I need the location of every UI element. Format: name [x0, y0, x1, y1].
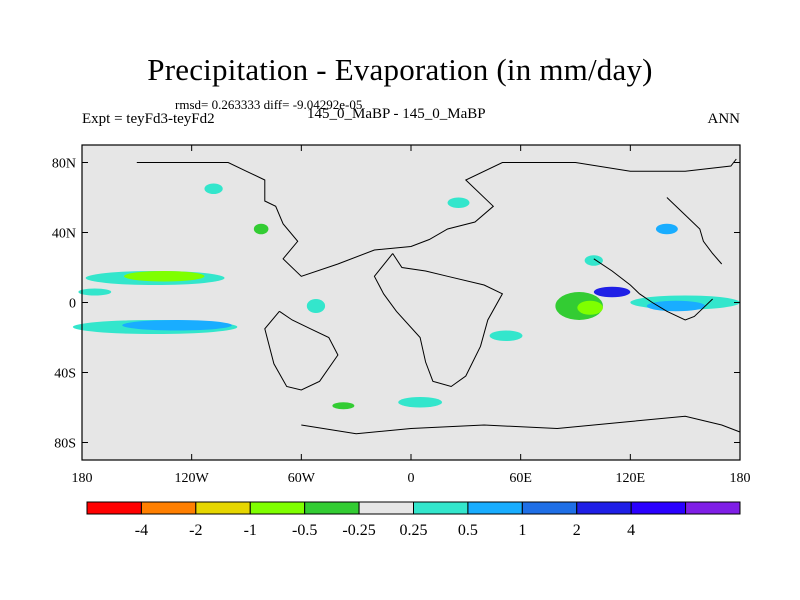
anomaly-southern-ocean-south-america [332, 402, 355, 410]
coastline-1 [373, 253, 504, 388]
colorbar-box [358, 501, 415, 515]
colorbar-box [249, 501, 306, 515]
lon-tick-label: 180 [730, 471, 751, 486]
plot-title: Precipitation - Evaporation (in mm/day) [147, 52, 653, 87]
colorbar-box [86, 501, 142, 515]
coastline-4 [666, 197, 723, 265]
colorbar-box [304, 501, 360, 515]
lon-tick-label: 180 [72, 471, 93, 486]
colorbar-label: -0.5 [292, 522, 317, 539]
map-panel [72, 145, 741, 460]
colorbar-label: -1 [244, 522, 257, 539]
period-label: 145_0_MaBP - 145_0_MaBP [307, 106, 486, 122]
anomaly-africa-east [489, 330, 523, 341]
coastline-5 [301, 415, 741, 435]
anomaly-equatorial-west-strip [78, 288, 112, 296]
anomaly-tibet-patch [584, 255, 603, 266]
map-axes: 80N 40N 0 40S 80S 180 120W 60W 0 60E 120E 180 [52, 144, 751, 486]
lon-tick-label: 60E [509, 471, 532, 486]
colorbar-label: -0.25 [342, 522, 375, 539]
colorbar-box [467, 501, 523, 515]
anomaly-eurasia-patch [447, 197, 470, 208]
experiment-label: Expt = teyFd3-teyFd2 [82, 111, 215, 127]
lon-tick-label: 120E [616, 471, 646, 486]
coastline-2 [264, 310, 339, 391]
colorbar-box [576, 501, 632, 515]
lat-tick-label: 80S [54, 437, 76, 452]
lat-tick-label: 80N [52, 157, 76, 172]
stats-line: rmsd= 0.263333 diff= -9.04292e-05 [175, 97, 363, 112]
lat-tick-label: 40N [52, 227, 76, 242]
anomaly-atlantic-north-itcz-core [124, 271, 205, 282]
colorbar-label: 1 [518, 522, 526, 539]
anomaly-pacific-south-band-core [122, 320, 232, 331]
colorbar-label: -2 [189, 522, 202, 539]
colorbar-label: 0.5 [458, 522, 478, 539]
anomaly-north-america-patch [253, 223, 269, 235]
lon-tick-label: 0 [408, 471, 415, 486]
colorbar-label: 2 [573, 522, 581, 539]
lat-tick-label: 0 [69, 297, 76, 312]
colorbar-box [685, 501, 741, 515]
anomaly-warm-pool-core [646, 300, 706, 312]
colorbar-box [521, 501, 578, 515]
anomaly-maritime-continent [593, 286, 631, 298]
colorbar-box [413, 501, 469, 515]
colorbar-label: -4 [135, 522, 148, 539]
map-background [82, 145, 740, 460]
anomaly-southern-ocean-atlantic [398, 397, 443, 408]
lon-tick-label: 60W [288, 471, 316, 486]
season-label: ANN [707, 111, 741, 127]
coastline-0 [136, 158, 737, 277]
colorbar-box [140, 501, 197, 515]
lat-tick-label: 40S [54, 367, 76, 382]
colorbar-box [630, 501, 687, 515]
anomaly-south-america-west [306, 299, 326, 313]
anomaly-north-pacific-patch [655, 223, 678, 235]
anomaly-arctic-patch [204, 183, 223, 194]
colorbar-label: 0.25 [400, 522, 428, 539]
anomaly-indian-ocean-core [577, 300, 603, 315]
colorbar-label: 4 [627, 522, 635, 539]
colorbar-box [195, 501, 251, 515]
colorbar: -4 -2 -1 -0.5 -0.25 0.25 0.5 1 2 4 [86, 501, 741, 539]
lon-tick-label: 120W [175, 471, 210, 486]
coastline-3 [593, 258, 713, 321]
